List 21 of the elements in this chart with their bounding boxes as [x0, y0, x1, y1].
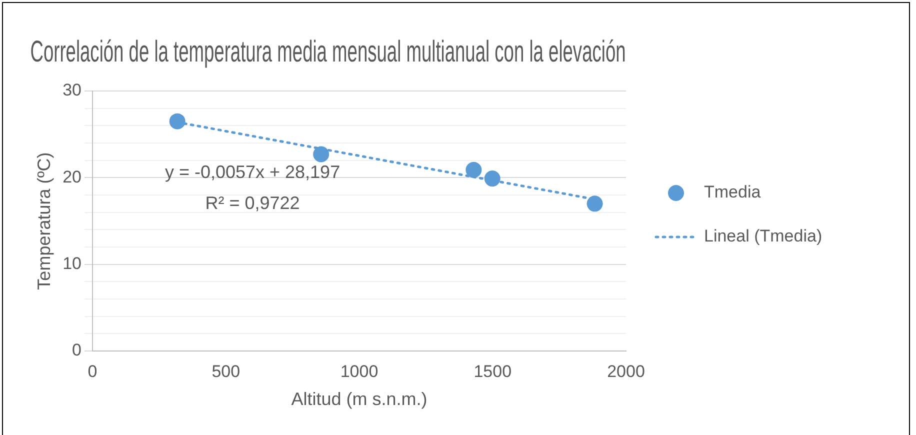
y-tick-label: 10: [62, 254, 82, 274]
x-tick-label: 0: [88, 362, 98, 381]
x-axis-title: Altitud (m s.n.m.): [291, 389, 428, 410]
point: [484, 170, 500, 187]
y-tick-label: 20: [62, 167, 82, 186]
point: [313, 146, 330, 162]
y-axis-title: Temperatura (ºC): [34, 152, 54, 290]
y-tick-label: 0: [72, 340, 82, 360]
x-tick-label: 500: [212, 362, 240, 381]
x-tick-label: 2000: [607, 362, 645, 381]
annotation: R² = 0,9722: [205, 192, 300, 213]
x-tick-label: 1500: [474, 362, 512, 381]
point: [169, 113, 186, 130]
y-tick-label: 30: [62, 80, 82, 100]
chart-title: Correlación de la temperatura media mensual multianual con la elevación: [30, 36, 626, 69]
point: [586, 196, 603, 212]
point: [466, 162, 482, 178]
x-tick-label: 1000: [340, 362, 378, 381]
legend-label: Tmedia: [704, 182, 762, 202]
annotation: y = -0,0057x + 28,197: [164, 162, 340, 182]
legend-label: Lineal (Tmedia): [704, 226, 822, 246]
